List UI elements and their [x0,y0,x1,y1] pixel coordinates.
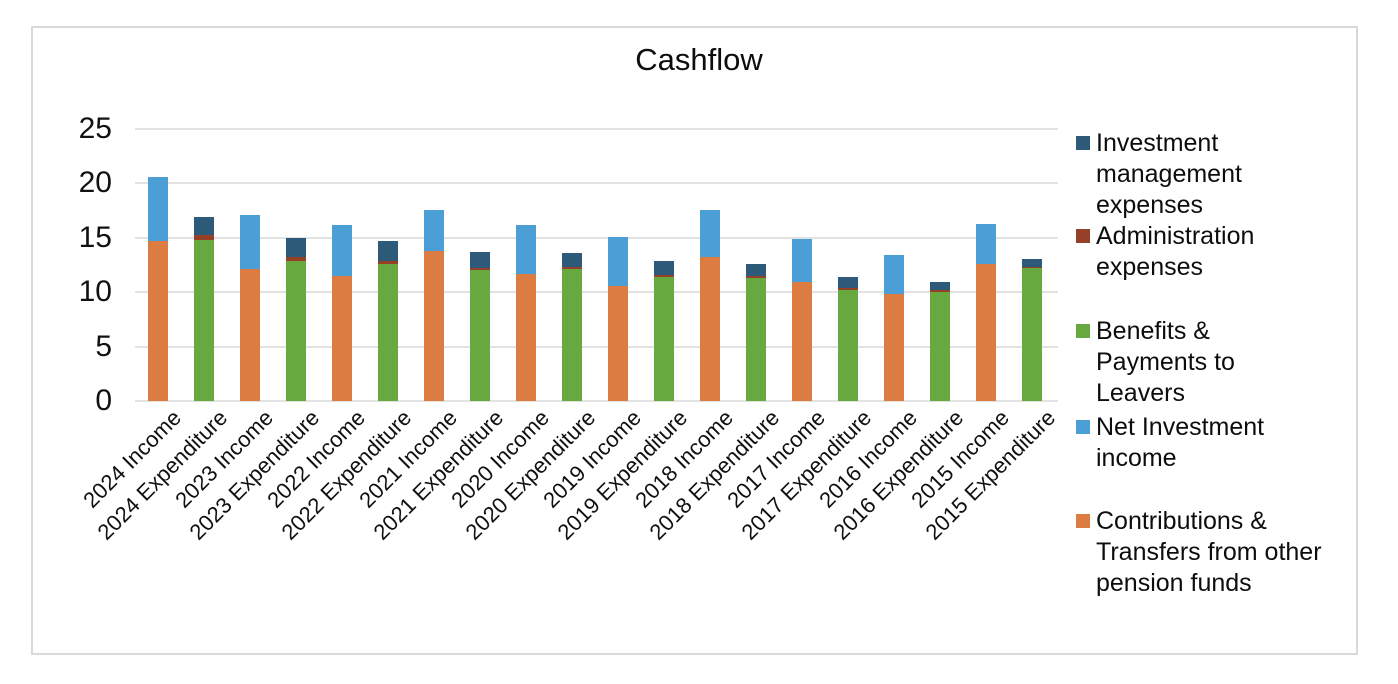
legend-label-line: Contributions & [1096,507,1267,535]
legend-swatch [1076,420,1090,434]
bar-segment [654,276,674,401]
legend-label-line: expenses [1096,191,1204,219]
y-axis-tick-label: 15 [78,220,112,254]
legend-label-line: management [1096,160,1242,188]
bar-segment [700,209,720,258]
bar-segment [424,209,444,251]
legend-swatch [1076,136,1090,150]
legend-label: Net Investment income [1096,412,1264,474]
bar-segment [378,263,398,401]
bar-segment [884,255,904,295]
bar-segment [746,275,766,279]
gridline-10 [135,291,1058,294]
legend-label: Contributions & Transfers from other pensi… [1096,506,1322,599]
bar-segment [194,239,214,401]
legend-label-line: Benefits & [1096,317,1210,345]
y-axis-tick-label: 25 [78,112,112,145]
legend-swatch [1076,229,1090,243]
legend-label-line: Administration [1096,222,1255,250]
bar-segment [930,292,950,401]
legend-swatch [1076,514,1090,528]
y-axis-tick-label: 20 [78,166,112,200]
bar-segment [148,241,168,401]
bar-segment [378,241,398,262]
bar-segment [746,263,766,276]
chart-title: Cashflow [635,42,763,77]
legend-label: Benefits & Payments to Leavers [1096,316,1235,409]
bar-segment [654,261,674,275]
legend-entry: Benefits & Payments to Leavers [1076,316,1386,409]
y-axis-tick-label: 0 [95,384,112,417]
y-axis-tick-label: 5 [95,329,112,363]
gridline-20 [135,182,1058,185]
bar-segment [930,282,950,291]
legend-label-line: Leavers [1096,379,1185,407]
bar-segment [194,217,214,236]
legend-label-line: expenses [1096,253,1204,281]
bar-segment [240,269,260,401]
bar-segment [792,282,812,401]
bar-segment [976,223,996,264]
bar-segment [562,267,582,270]
bar-segment [930,290,950,293]
bar-segment [286,260,306,401]
gridline-15 [135,236,1058,239]
bar-segment [608,285,628,401]
bar-segment [286,237,306,257]
bar-segment [1022,266,1042,269]
bar-segment [194,235,214,240]
bar-segment [332,275,352,401]
bar-segment [838,290,858,401]
bar-segment [286,256,306,261]
bar-segment [148,176,168,242]
legend-entry: Contributions & Transfers from other pensi… [1076,506,1386,599]
bar-segment [1022,259,1042,267]
legend-entry: Investment management expenses [1076,128,1386,221]
bar-segment [240,214,260,270]
bar-segment [470,270,490,401]
bar-segment [562,269,582,401]
gridline-5 [135,345,1058,348]
bar-segment [378,261,398,264]
legend-label-line: pension funds [1096,569,1252,597]
bar-segment [884,294,904,401]
bar-segment [562,253,582,268]
legend-swatch [1076,324,1090,338]
bar-segment [608,236,628,286]
bar-segment [838,276,858,288]
bar-segment [424,250,444,401]
legend-entry: Administration expenses [1076,221,1386,283]
bar-segment [332,224,352,276]
bar-segment [516,224,536,274]
y-axis-tick-label: 10 [78,275,112,309]
legend-label: Administration expenses [1096,221,1254,283]
legend-label-line: Transfers from other [1096,538,1322,566]
bar-segment [470,252,490,269]
legend-label-line: Net Investment [1096,413,1265,441]
legend-label-line: Payments to [1096,348,1235,376]
bar-segment [1022,268,1042,401]
legend-label-line: Investment [1096,129,1219,157]
legend-label: Investment management expenses [1096,128,1242,221]
bar-segment [654,274,674,277]
gridline-25 [135,128,1058,130]
bar-segment [976,263,996,401]
bar-segment [470,268,490,271]
legend-entry: Net Investment income [1076,412,1386,474]
gridline-0 [135,400,1058,402]
bar-segment [516,273,536,401]
bar-segment [838,287,858,291]
bar-segment [700,257,720,401]
legend-label-line: income [1096,444,1177,472]
bar-segment [746,278,766,401]
bar-segment [792,238,812,283]
